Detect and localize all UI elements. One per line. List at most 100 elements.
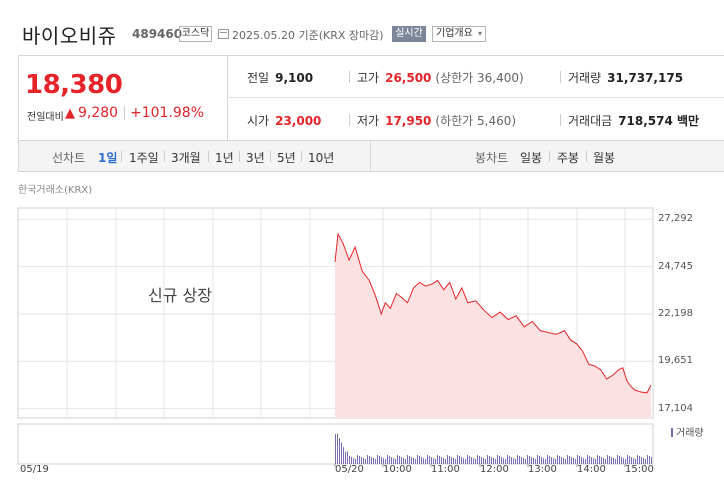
volume-bar bbox=[403, 458, 404, 464]
volume-bar bbox=[381, 457, 382, 464]
y-tick-label: 24,745 bbox=[658, 260, 693, 272]
volume-bar bbox=[581, 457, 582, 464]
tab-3y[interactable]: 3년 bbox=[246, 151, 265, 165]
volume-bar bbox=[539, 456, 540, 464]
volume-bar bbox=[513, 458, 514, 464]
volume-bar bbox=[445, 459, 446, 464]
volume-bar bbox=[483, 458, 484, 464]
change-label: 전일대비 bbox=[27, 112, 64, 123]
volume-bar bbox=[583, 458, 584, 464]
price-line bbox=[334, 232, 652, 394]
live-button[interactable]: 실시간 bbox=[392, 26, 426, 42]
volume-bar bbox=[621, 457, 622, 464]
volume-bar bbox=[487, 455, 488, 464]
volume-label: 거래량 bbox=[568, 71, 602, 85]
current-price: 18,380 bbox=[25, 70, 123, 100]
volume-bar bbox=[431, 457, 432, 464]
tab-1d[interactable]: 1일 bbox=[98, 151, 118, 165]
volume-bar bbox=[597, 455, 598, 464]
tab-5y[interactable]: 5년 bbox=[277, 151, 296, 165]
stock-header: 바이오비쥬 489460 코스닥 2025.05.20 기준(KRX 장마감) … bbox=[0, 0, 724, 52]
volume-bar bbox=[407, 455, 408, 464]
divider bbox=[239, 151, 240, 162]
tab-weekly-candle[interactable]: 주봉 bbox=[557, 151, 580, 165]
divider bbox=[586, 151, 587, 162]
volume-bar bbox=[615, 459, 616, 464]
volume-bar bbox=[413, 458, 414, 464]
volume-bar bbox=[527, 455, 528, 464]
volume-bar bbox=[563, 458, 564, 464]
volume: 거래량 31,737,175 bbox=[568, 69, 683, 86]
volume-bar bbox=[417, 455, 418, 464]
high-price: 고가 26,500 (상한가 36,400) bbox=[357, 69, 524, 86]
volume-bar bbox=[367, 455, 368, 464]
volume-bar bbox=[361, 457, 362, 464]
volume-bar bbox=[375, 459, 376, 464]
price-area bbox=[335, 234, 651, 418]
volume-bar bbox=[481, 457, 482, 464]
divider bbox=[121, 151, 122, 162]
volume-bar bbox=[411, 457, 412, 464]
divider bbox=[208, 151, 209, 162]
amount-label: 거래대금 bbox=[568, 114, 613, 128]
volume-bar bbox=[569, 456, 570, 464]
trade-amount: 거래대금 718,574 백만 bbox=[568, 112, 699, 129]
volume-bar bbox=[429, 456, 430, 464]
volume-bar bbox=[349, 455, 350, 464]
volume-bar bbox=[547, 455, 548, 464]
divider bbox=[370, 141, 371, 172]
open-price: 시가 23,000 bbox=[247, 112, 321, 129]
volume-bar bbox=[363, 458, 364, 464]
volume-bar bbox=[541, 457, 542, 464]
volume-bar bbox=[627, 455, 628, 464]
volume-bar bbox=[629, 456, 630, 464]
x-tick-label: 13:00 bbox=[528, 464, 557, 475]
volume-bar bbox=[335, 434, 336, 464]
low-value: 17,950 bbox=[385, 114, 432, 128]
tab-monthly-candle[interactable]: 월봉 bbox=[593, 151, 616, 165]
volume-bar bbox=[633, 458, 634, 464]
tab-1w[interactable]: 1주일 bbox=[129, 151, 159, 165]
volume-bar bbox=[573, 458, 574, 464]
volume-legend-label: 거래량 bbox=[676, 428, 704, 439]
volume-bar bbox=[341, 442, 342, 464]
volume-bar bbox=[351, 457, 352, 464]
volume-bar bbox=[585, 459, 586, 464]
divider bbox=[349, 71, 350, 83]
volume-bar bbox=[339, 438, 340, 464]
high-label: 고가 bbox=[357, 71, 380, 85]
tab-daily-candle[interactable]: 일봉 bbox=[520, 151, 543, 165]
volume-bar bbox=[613, 458, 614, 464]
y-tick-label: 27,292 bbox=[658, 213, 693, 225]
tab-10y[interactable]: 10년 bbox=[308, 151, 335, 165]
volume-bar bbox=[519, 456, 520, 464]
volume-bar bbox=[491, 457, 492, 464]
volume-bar bbox=[471, 457, 472, 464]
divider bbox=[227, 56, 228, 140]
tab-3m[interactable]: 3개월 bbox=[171, 151, 201, 165]
volume-bar bbox=[515, 459, 516, 464]
volume-bar bbox=[377, 455, 378, 464]
volume-bar bbox=[425, 459, 426, 464]
volume-bar bbox=[557, 455, 558, 464]
volume-bar bbox=[535, 459, 536, 464]
volume-bar bbox=[455, 459, 456, 464]
new-listing-annotation: 신규 상장 bbox=[148, 286, 212, 305]
volume-bar bbox=[521, 457, 522, 464]
y-tick-label: 19,651 bbox=[658, 355, 693, 367]
company-info-dropdown[interactable]: 기업개요 ▾ bbox=[432, 26, 486, 42]
volume-bar bbox=[607, 455, 608, 464]
divider bbox=[560, 71, 561, 83]
volume-bar bbox=[549, 456, 550, 464]
change-value: 9,280 bbox=[78, 105, 119, 121]
volume-bar bbox=[337, 433, 338, 464]
volume-bar bbox=[489, 456, 490, 464]
x-tick-label: 12:00 bbox=[480, 464, 509, 475]
volume-bar bbox=[575, 459, 576, 464]
prev-close-label: 전일 bbox=[247, 71, 270, 85]
volume-bar bbox=[561, 457, 562, 464]
stock-code: 489460 bbox=[132, 27, 183, 41]
divider bbox=[549, 151, 550, 162]
volume-bar bbox=[457, 455, 458, 464]
tab-1y[interactable]: 1년 bbox=[215, 151, 234, 165]
